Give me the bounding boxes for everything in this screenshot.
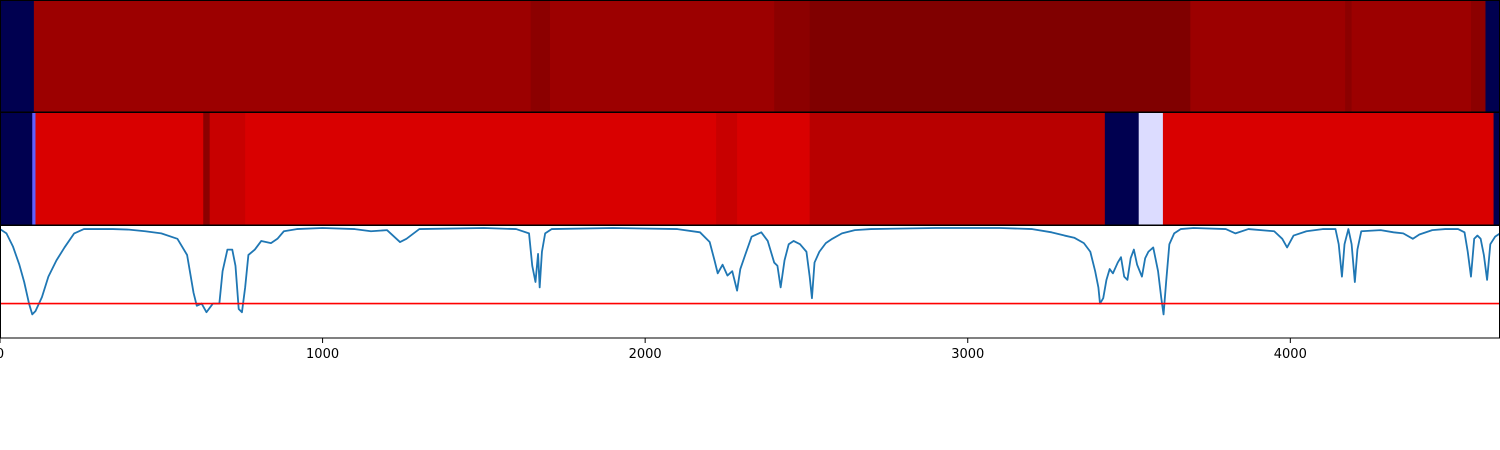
heatmap-cell xyxy=(530,1,551,112)
heatmap-cell xyxy=(1138,113,1164,225)
heatmap-cell xyxy=(716,113,738,225)
heatmap-cell xyxy=(737,113,811,225)
x-axis: 0 1000 2000 3000 4000 xyxy=(0,338,1307,362)
x-tick-label: 1000 xyxy=(306,347,339,362)
heatmap-cell xyxy=(0,113,33,225)
heatmap-cell xyxy=(33,1,532,112)
x-tick-label: 0 xyxy=(0,347,4,362)
heatmap-cell xyxy=(1485,1,1500,112)
heatmap-cell xyxy=(809,1,1191,112)
x-tick-label: 3000 xyxy=(951,347,984,362)
heatmap-cell xyxy=(0,1,35,112)
heatmap-cell xyxy=(203,113,211,225)
heatmap-cell xyxy=(809,113,1106,225)
heatmap-cell xyxy=(1470,1,1486,112)
heatmap-cell xyxy=(1104,113,1140,225)
line-plot-panel xyxy=(0,227,1500,316)
heatmap-cell xyxy=(1162,113,1494,225)
heatmap-cell xyxy=(774,1,811,112)
heatmap-row-upper xyxy=(0,1,1500,112)
signal-line xyxy=(0,227,1500,316)
heatmap-cell xyxy=(1345,1,1353,112)
x-tick-label: 4000 xyxy=(1274,347,1307,362)
heatmap-cell xyxy=(1351,1,1472,112)
heatmap-cell xyxy=(1190,1,1346,112)
heatmap-cell xyxy=(1493,113,1500,225)
heatmap-cell xyxy=(245,113,717,225)
heatmap-cell xyxy=(35,113,204,225)
heatmap-cell xyxy=(550,1,775,112)
heatmap-cell xyxy=(32,113,36,225)
heatmap-cell xyxy=(209,113,246,225)
x-tick-label: 2000 xyxy=(629,347,662,362)
heatmap-row-lower xyxy=(0,113,1500,225)
